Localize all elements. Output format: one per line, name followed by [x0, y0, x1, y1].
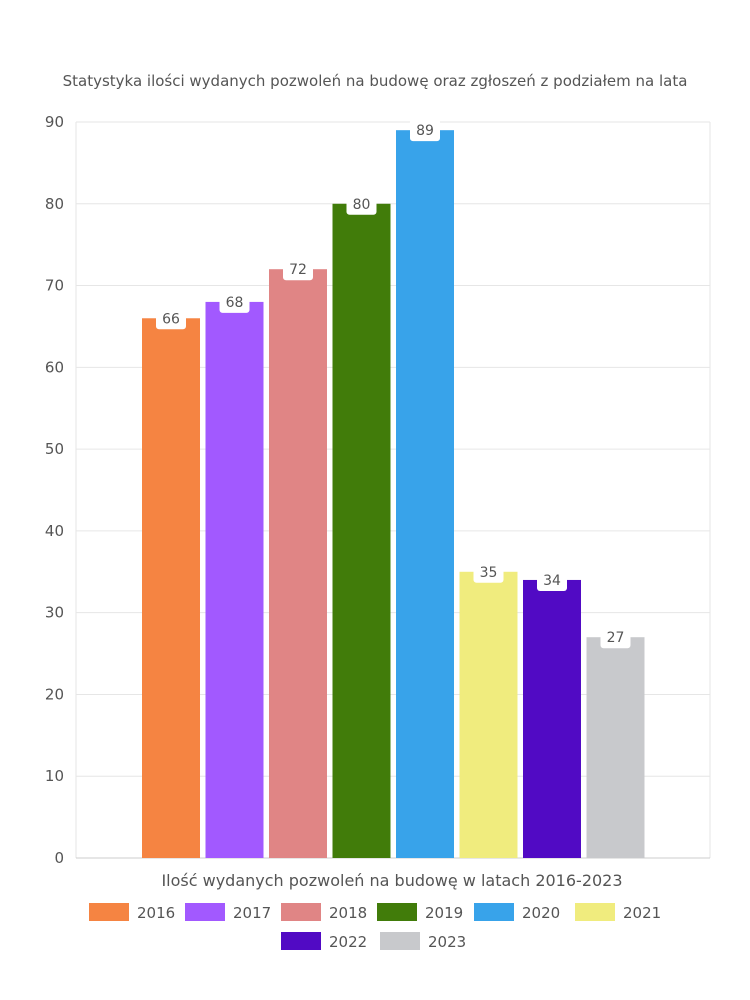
legend-label-2016: 2016 [137, 904, 175, 922]
data-label-box [600, 626, 631, 649]
data-label-2021: 35 [480, 565, 498, 581]
data-label-2020: 89 [416, 123, 434, 139]
data-label-box [410, 119, 440, 142]
legend-label-2020: 2020 [522, 904, 560, 922]
y-tick-label: 60 [45, 358, 64, 376]
legend-label-2023: 2023 [428, 933, 466, 951]
bar-2018 [269, 269, 327, 858]
legend-swatch-2022 [281, 932, 321, 950]
data-label-2022: 34 [543, 573, 561, 589]
data-label-box [219, 290, 250, 313]
data-label-2016: 66 [162, 311, 180, 327]
legend-swatch-2017 [185, 903, 225, 921]
y-tick-label: 90 [45, 113, 64, 131]
data-label-box [156, 307, 186, 330]
y-tick-label: 30 [45, 604, 64, 622]
data-label-2017: 68 [226, 295, 244, 311]
legend-swatch-2016 [89, 903, 129, 921]
y-tick-label: 10 [45, 767, 64, 785]
legend-label-2022: 2022 [329, 933, 367, 951]
legend-swatch-2020 [474, 903, 514, 921]
x-axis-label: Ilość wydanych pozwoleń na budowę w lata… [161, 871, 622, 890]
y-tick-label: 40 [45, 522, 64, 540]
legend-swatch-2023 [380, 932, 420, 950]
bars [142, 130, 645, 858]
legend-swatch-2021 [575, 903, 615, 921]
y-axis: 0 10 20 30 40 50 60 70 80 90 [45, 113, 64, 867]
bar-2023 [586, 637, 645, 858]
data-label-2019: 80 [353, 197, 371, 213]
data-label-2023: 27 [607, 630, 625, 646]
legend-label-2019: 2019 [425, 904, 463, 922]
y-tick-label: 70 [45, 277, 64, 295]
data-labels: 66 68 72 80 89 35 34 27 [156, 119, 631, 649]
data-label-box [283, 258, 313, 281]
bar-2022 [523, 579, 581, 858]
legend-label-2018: 2018 [329, 904, 367, 922]
legend-label-2017: 2017 [233, 904, 271, 922]
bar-2016 [142, 318, 200, 858]
data-label-box [346, 192, 377, 215]
chart-title: Statystyka ilości wydanych pozwoleń na b… [63, 72, 688, 90]
y-tick-label: 20 [45, 685, 64, 703]
data-label-box [473, 560, 504, 583]
legend-swatch-2019 [377, 903, 417, 921]
data-label-2018: 72 [289, 262, 307, 278]
bar-2020 [396, 130, 454, 858]
bar-2021 [459, 571, 518, 858]
legend: 2016 2017 2018 2019 2020 2021 2022 2023 [89, 903, 661, 951]
data-label-box [537, 568, 567, 591]
bar-2019 [332, 203, 391, 858]
bar-2017 [205, 301, 264, 858]
y-tick-label: 80 [45, 195, 64, 213]
legend-label-2021: 2021 [623, 904, 661, 922]
legend-swatch-2018 [281, 903, 321, 921]
y-tick-label: 50 [45, 440, 64, 458]
y-tick-label: 0 [54, 849, 64, 867]
